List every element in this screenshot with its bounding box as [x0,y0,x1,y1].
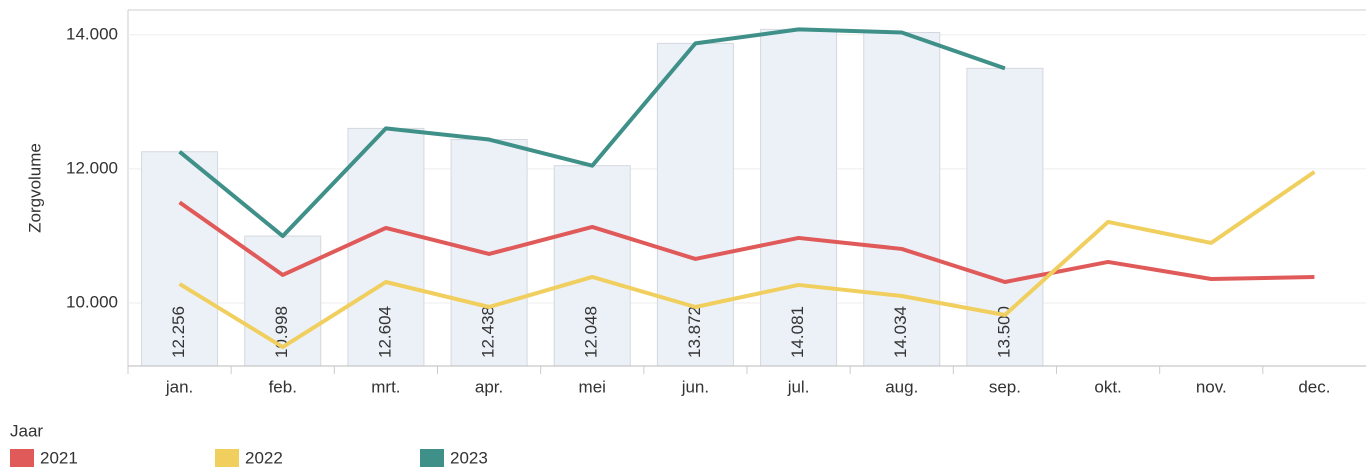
line [178,200,1315,284]
lines [178,27,1316,350]
y-tick-label: 10.000 [66,292,118,311]
data-label: 13.500 [994,306,1013,358]
data-label: 14.034 [891,306,910,358]
legend-label: 2023 [450,448,488,467]
x-tick-label: jun. [681,377,709,396]
data-label: 12.604 [375,306,394,358]
legend-title: Jaar [10,421,43,440]
data-label: 13.872 [685,306,704,358]
data-label: 14.081 [788,306,807,358]
data-label: 10.998 [272,306,291,358]
legend-label: 2021 [40,448,78,467]
line [178,27,1006,239]
x-tick-label: feb. [269,377,297,396]
x-tick-label: mrt. [371,377,400,396]
line [178,170,1316,350]
y-tick-label: 14.000 [66,24,118,43]
x-tick-label: sep. [989,377,1021,396]
bar [760,28,838,367]
legend-swatch [10,449,34,467]
y-axis-label: Zorgvolume [25,143,44,233]
data-label: 12.256 [169,306,188,358]
x-tick-label: jul. [787,377,810,396]
x-tick-label: nov. [1196,377,1227,396]
x-tick-label: okt. [1094,377,1121,396]
legend-label: 2022 [245,448,283,467]
legend-swatch [215,449,239,467]
x-tick-label: aug. [885,377,918,396]
y-tick-label: 12.000 [66,158,118,177]
bar [863,32,941,367]
x-tick-label: dec. [1298,377,1330,396]
bar [141,151,219,367]
x-tick-label: apr. [475,377,503,396]
data-label: 12.438 [479,306,498,358]
x-tick-label: jan. [165,377,193,396]
x-tick-label: mei [579,377,606,396]
data-label: 12.048 [582,306,601,358]
legend-swatch [420,449,444,467]
